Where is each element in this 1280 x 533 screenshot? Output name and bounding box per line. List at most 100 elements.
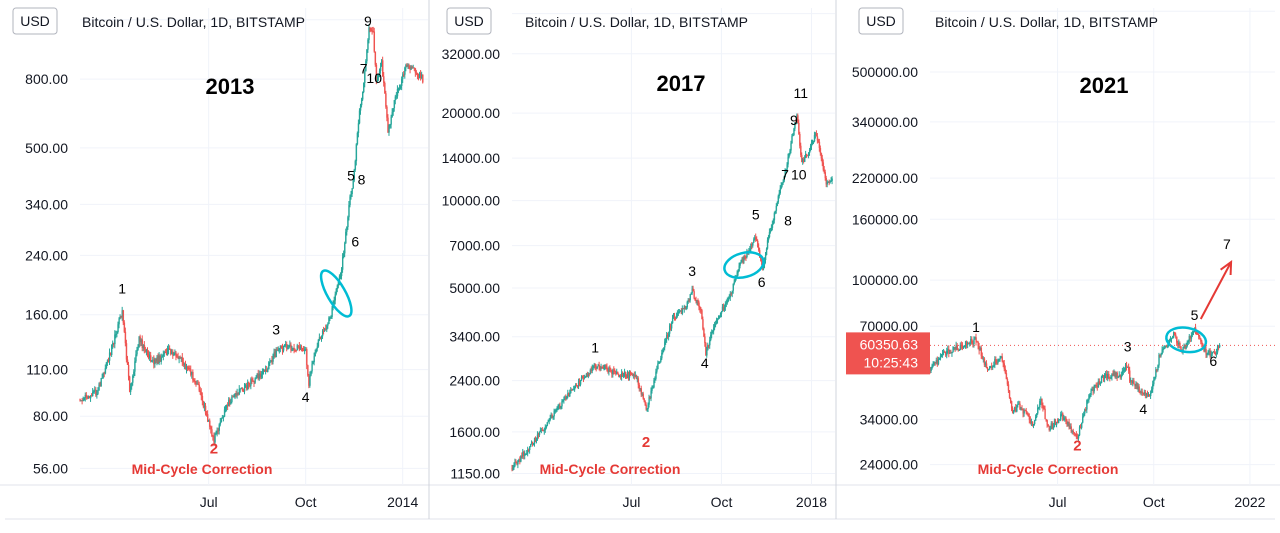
candle-body: [806, 155, 809, 157]
candle-body: [568, 393, 570, 397]
candle-body: [991, 366, 993, 368]
candle-body: [1188, 336, 1191, 341]
candle-body: [133, 371, 135, 376]
candle-body: [152, 359, 154, 361]
candle-body: [758, 246, 760, 251]
candle-body: [385, 93, 387, 107]
candle-body: [1096, 385, 1099, 388]
candle-body: [772, 220, 775, 224]
candle-body: [122, 310, 125, 323]
candle-body: [89, 395, 92, 399]
candle-body: [678, 311, 681, 313]
candle-body: [340, 269, 343, 277]
candle-body: [420, 73, 422, 78]
candle-body: [349, 196, 351, 206]
candle-body: [1144, 391, 1147, 396]
candle-body: [184, 364, 187, 370]
candle-body: [1202, 344, 1204, 348]
candle-body: [240, 388, 243, 390]
candle-body: [1101, 375, 1104, 377]
candle-body: [409, 68, 411, 70]
candle-body: [417, 76, 420, 79]
x-tick-label: Oct: [295, 494, 317, 510]
candle-body: [1148, 394, 1151, 397]
candle-body: [1141, 391, 1144, 393]
candle-body: [1139, 390, 1141, 393]
candle-body: [774, 210, 777, 214]
candle-body: [729, 293, 732, 298]
candle-body: [231, 396, 233, 402]
candle-body: [603, 367, 605, 369]
candle-body: [754, 237, 756, 240]
candle-body: [268, 362, 270, 370]
candle-body: [220, 418, 223, 423]
candle-body: [366, 49, 368, 62]
candle-body: [1051, 423, 1054, 429]
candle-body: [250, 379, 252, 386]
y-tick-label: 220000.00: [852, 170, 918, 186]
candle-body: [376, 76, 379, 82]
candle-body: [1026, 412, 1029, 415]
correction-label: Mid-Cycle Correction: [540, 461, 681, 477]
candle-body: [784, 170, 786, 178]
highlight-ellipse: [723, 251, 765, 279]
candle-body: [803, 159, 805, 162]
candle-body: [279, 345, 282, 349]
candle-body: [787, 157, 789, 165]
candle-body: [256, 373, 258, 378]
candle-body: [1125, 364, 1128, 368]
candle-body: [85, 394, 88, 398]
x-tick-label: Oct: [1143, 494, 1165, 510]
candle-body: [374, 51, 377, 65]
wave-label: 4: [1139, 401, 1147, 417]
candle-body: [953, 347, 955, 349]
candle-body: [1016, 404, 1018, 412]
y-tick-label: 3400.00: [449, 329, 500, 345]
candle-body: [1218, 344, 1221, 348]
candle-body: [183, 364, 186, 366]
wave-label: 1: [972, 319, 980, 335]
candle-body: [685, 307, 688, 309]
candle-body: [99, 384, 101, 387]
candle-body: [656, 369, 658, 372]
candle-body: [382, 60, 384, 77]
candle-body: [616, 371, 618, 374]
y-tick-label: 20000.00: [442, 105, 501, 121]
candle-body: [1010, 401, 1013, 409]
candle-body: [236, 393, 238, 396]
candle-body: [934, 362, 937, 364]
candle-body: [668, 325, 671, 334]
candle-body: [668, 333, 670, 337]
candle-body: [800, 145, 802, 155]
candle-body: [951, 351, 953, 354]
candle-body: [1074, 433, 1077, 435]
candle-body: [1142, 392, 1145, 395]
candle-body: [174, 352, 176, 354]
candle-body: [524, 454, 526, 456]
candle-body: [545, 425, 548, 428]
candle-body: [378, 70, 381, 76]
candle-body: [171, 351, 173, 355]
candle-body: [194, 380, 196, 384]
candle-body: [299, 346, 302, 350]
candle-body: [304, 349, 306, 352]
candle-body: [1087, 399, 1089, 401]
candle-body: [127, 364, 130, 377]
candle-body: [365, 61, 367, 72]
candle-body: [516, 462, 518, 465]
panel-2017: Bitcoin / U.S. Dollar, 1D, BITSTAMP 2017…: [525, 14, 748, 477]
candle-body: [175, 352, 177, 357]
candle-body: [94, 389, 96, 391]
wave-label: 2: [642, 434, 650, 451]
candle-body: [715, 319, 718, 324]
candle-body: [105, 362, 108, 369]
panel-plot-2017: 1150.00 1600.00 2400.00 3400.00 5000.00 7000.…: [430, 2, 835, 510]
candle-body: [173, 353, 175, 356]
candle-body: [1086, 400, 1088, 410]
y-tick-label: 800.00: [25, 71, 68, 87]
candle-body: [258, 373, 261, 379]
candle-body: [154, 358, 156, 365]
candle-body: [728, 297, 731, 299]
candle-body: [136, 349, 138, 355]
candle-body: [1018, 403, 1020, 405]
